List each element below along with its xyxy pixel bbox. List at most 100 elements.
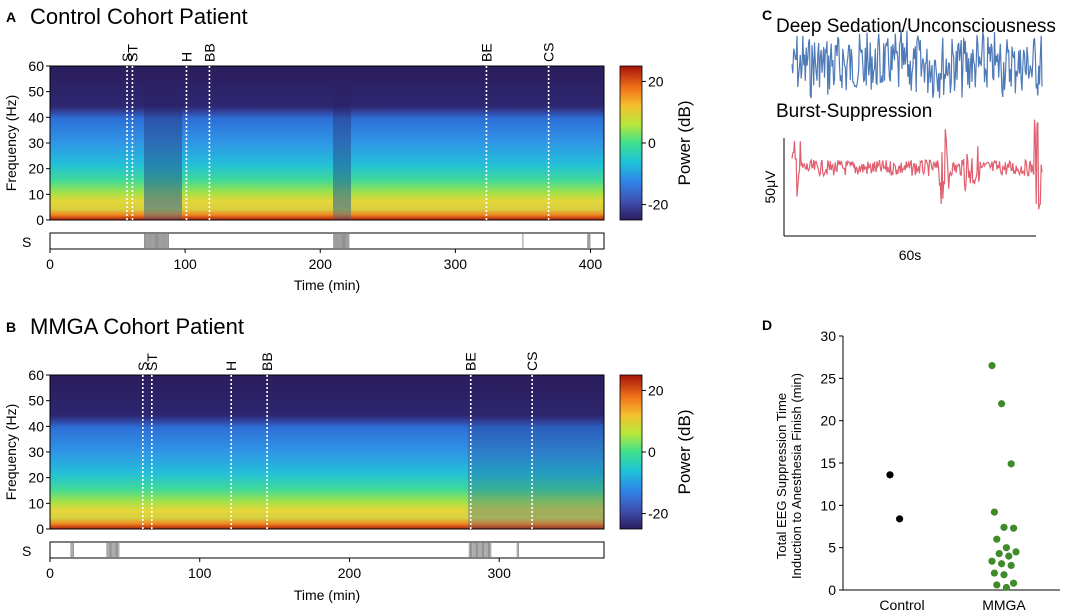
d-point-mmga — [990, 508, 999, 516]
panel-a: A Control Cohort Patient SST H BB BE CS Freq… — [3, 4, 694, 293]
panel-a-yticks: 0 10 20 30 40 50 60 — [28, 58, 50, 228]
b-ytick-label: 40 — [28, 418, 44, 434]
b-colorbar-tick-label: 0 — [648, 444, 656, 460]
a-event-label: BE — [478, 43, 494, 62]
b-event-label: H — [223, 361, 239, 371]
d-xtick-label: MMGA — [982, 597, 1026, 613]
a-ytick-label: 30 — [28, 135, 44, 151]
b-xtick-label: 0 — [46, 565, 54, 581]
a-ytick-label: 60 — [28, 58, 44, 74]
d-point-mmga — [998, 560, 1006, 568]
panel-b-colorbar-label: Power (dB) — [675, 409, 694, 494]
panel-b-event-markers: SST H BB BE CS — [135, 352, 540, 529]
panel-b-title: MMGA Cohort Patient — [30, 314, 244, 339]
d-ytick-label: 20 — [820, 413, 836, 429]
panel-a-colorbar: 20 0 -20 Power (dB) — [619, 65, 694, 221]
d-point-mmga — [1002, 583, 1011, 592]
d-point-control — [886, 471, 894, 479]
panel-a-xticks: 0 100 200 300 400 — [46, 249, 602, 272]
d-point-mmga — [1000, 523, 1008, 531]
panel-a-title: Control Cohort Patient — [30, 4, 248, 29]
panel-a-strip-label: S — [22, 234, 31, 250]
d-point-mmga — [1010, 579, 1018, 587]
panel-a-suppression-band-1 — [144, 66, 182, 220]
panel-d-ylabel-line2: Induction to Anesthesia Finish (min) — [789, 373, 804, 579]
a-colorbar-tick-label: 0 — [648, 135, 656, 151]
b-event-label: BE — [463, 352, 479, 371]
a-ytick-label: 50 — [28, 84, 44, 100]
b-event-label: S — [135, 362, 151, 371]
a-colorbar-tick-label: -20 — [648, 197, 668, 213]
panel-b-colorbar: 20 0 -20 Power (dB) — [619, 374, 694, 530]
panel-b-colorbar-fill — [619, 374, 643, 530]
b-event-label: CS — [524, 352, 540, 371]
d-point-mmga — [990, 569, 999, 577]
panel-d: D Total EEG Suppression Time Induction t… — [762, 317, 1060, 613]
panel-b-xticks: 0 100 200 300 — [46, 558, 511, 581]
d-point-mmga — [998, 400, 1006, 408]
d-ytick-label: 5 — [828, 540, 836, 556]
panel-c-trace1-label: Deep Sedation/Unconsciousness — [776, 16, 1056, 37]
panel-b: B MMGA Cohort Patient SST H BB BE CS Frequen… — [3, 314, 694, 603]
panel-b-ylabel: Frequency (Hz) — [3, 404, 19, 500]
panel-a-colorbar-label: Power (dB) — [675, 100, 694, 185]
a-ytick-label: 20 — [28, 161, 44, 177]
panel-a-strip-frame — [49, 232, 605, 250]
panel-a-ylabel: Frequency (Hz) — [3, 95, 19, 191]
d-ytick-label: 25 — [820, 370, 836, 386]
b-xtick-label: 200 — [338, 565, 362, 581]
a-event-label: S — [119, 53, 135, 62]
panel-c-scale-x-label: 60s — [899, 247, 922, 263]
b-xtick-label: 300 — [488, 565, 512, 581]
panel-a-colorbar-fill — [619, 65, 643, 221]
d-point-mmga — [988, 557, 996, 565]
panel-a-xlabel: Time (min) — [294, 277, 360, 293]
d-xtick-label: Control — [879, 597, 924, 613]
panel-a-letter: A — [6, 9, 16, 25]
panel-d-letter: D — [762, 317, 772, 333]
panel-c: C Deep Sedation/Unconsciousness Burst-Su… — [762, 7, 1056, 263]
d-point-mmga — [993, 581, 1001, 589]
d-ytick-label: 15 — [820, 455, 836, 471]
b-ytick-label: 50 — [28, 393, 44, 409]
d-point-mmga — [1007, 460, 1015, 468]
panel-b-xlabel: Time (min) — [294, 587, 360, 603]
b-ytick-label: 30 — [28, 444, 44, 460]
d-point-mmga — [1007, 561, 1015, 570]
a-xtick-label: 400 — [579, 256, 603, 272]
b-event-label: ST — [144, 353, 160, 371]
panel-a-spectrogram-fill — [50, 66, 604, 220]
d-point-mmga — [993, 535, 1001, 543]
a-event-label: BB — [201, 43, 217, 62]
panel-b-strip-frame — [49, 541, 605, 559]
panel-d-xticks: Control MMGA — [879, 597, 1026, 613]
panel-d-yticks: 0 5 10 15 20 25 30 — [820, 328, 843, 598]
d-point-mmga — [1010, 524, 1018, 532]
b-ytick-label: 20 — [28, 470, 44, 486]
d-ytick-label: 30 — [820, 328, 836, 344]
a-xtick-label: 300 — [444, 256, 468, 272]
d-point-mmga — [1000, 571, 1008, 579]
panel-a-spectrogram — [49, 65, 605, 221]
panel-c-trace-deep-sedation — [791, 30, 1043, 99]
a-colorbar-tick-label: 20 — [648, 73, 664, 89]
d-point-mmga — [1005, 552, 1013, 560]
panel-b-letter: B — [6, 319, 16, 335]
panel-b-yticks: 0 10 20 30 40 50 60 — [28, 367, 50, 537]
panel-b-strip-label: S — [22, 543, 31, 559]
panel-b-suppression-band-1 — [468, 375, 604, 529]
panel-a-event-markers: SST H BB BE CS — [119, 43, 557, 220]
d-point-mmga — [1012, 548, 1020, 556]
d-ytick-label: 0 — [828, 582, 836, 598]
a-ytick-label: 0 — [36, 212, 44, 228]
a-xtick-label: 100 — [173, 256, 197, 272]
d-point-mmga — [1002, 544, 1011, 552]
a-event-label: H — [178, 52, 194, 62]
b-ytick-label: 0 — [36, 521, 44, 537]
a-event-label: ST — [124, 44, 140, 62]
b-ytick-label: 10 — [28, 495, 44, 511]
panel-d-ylabel-line1: Total EEG Suppression Time — [774, 393, 789, 559]
panel-c-scale-y-label: 50μV — [762, 170, 778, 204]
panel-a-suppression-band-2 — [333, 66, 351, 220]
a-event-label: CS — [541, 43, 557, 62]
